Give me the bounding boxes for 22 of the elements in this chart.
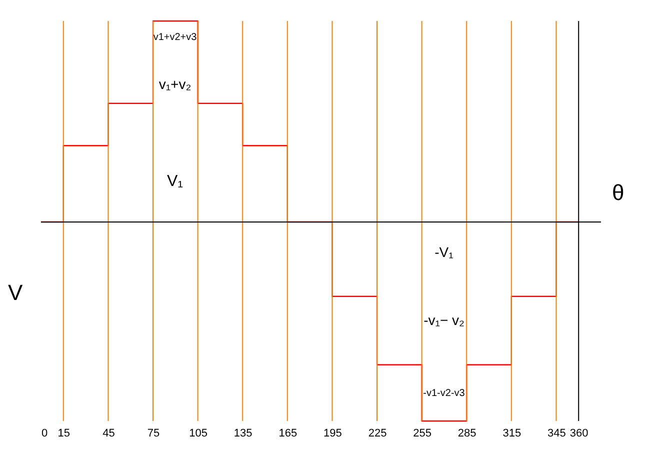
x-tick-label: 0 [42, 428, 48, 440]
x-tick-label: 165 [278, 428, 298, 440]
annotation: -v₁− v₂ [424, 312, 464, 328]
y-axis-title: V [8, 280, 23, 305]
x-tick-label: 105 [189, 428, 208, 440]
x-tick-label: 360 [570, 428, 588, 440]
x-tick-label: 75 [147, 428, 160, 440]
x-axis-title: θ [612, 180, 624, 205]
x-tick-label: 255 [413, 428, 432, 440]
x-tick-label: 285 [458, 428, 476, 440]
annotation: v1+v2+v3 [153, 32, 198, 43]
x-tick-label: 345 [548, 428, 566, 440]
annotation: v₁+v₂ [158, 76, 192, 92]
x-tick-label: 15 [58, 428, 70, 440]
x-tick-label: 315 [502, 428, 522, 440]
x-tick-label: 135 [234, 428, 252, 440]
x-tick-label: 45 [102, 428, 115, 440]
x-tick-label: 195 [324, 428, 342, 440]
annotation: V₁ [166, 173, 184, 190]
annotation: -v1-v2-v3 [423, 388, 466, 399]
x-tick-label: 225 [368, 428, 387, 440]
annotation: -V₁ [434, 244, 454, 260]
